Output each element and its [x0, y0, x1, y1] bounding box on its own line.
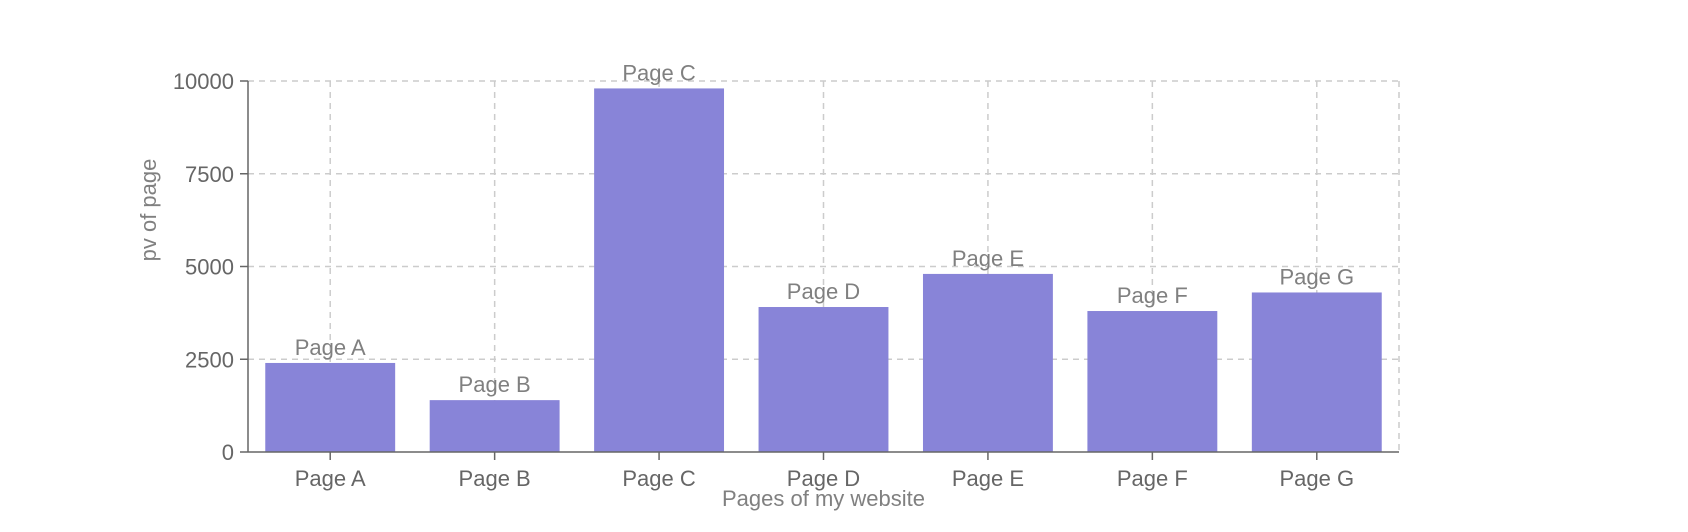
- bar[interactable]: [922, 273, 1053, 452]
- bars: [265, 88, 1382, 453]
- x-tick-label: Page C: [622, 466, 695, 491]
- y-tick-label: 5000: [185, 255, 234, 280]
- bar-data-label: Page C: [622, 60, 695, 85]
- x-tick-label: Page G: [1279, 466, 1354, 491]
- y-axis-title: pv of page: [136, 159, 161, 262]
- bar-data-label: Page D: [787, 279, 860, 304]
- y-tick-label: 0: [222, 440, 234, 465]
- tick-labels: 0 2500 5000 7500 10000 Page A Page B Page C Page…: [173, 69, 1354, 491]
- x-tick-label: Page E: [952, 466, 1024, 491]
- bar[interactable]: [1087, 311, 1218, 452]
- bar-data-label: Page G: [1279, 264, 1354, 289]
- bar[interactable]: [594, 88, 725, 453]
- y-tick-label: 10000: [173, 69, 234, 94]
- bar-data-label: Page F: [1117, 283, 1188, 308]
- axes: [240, 80, 1399, 460]
- bar-data-label: Page B: [459, 372, 531, 397]
- x-tick-label: Page F: [1117, 466, 1188, 491]
- bar[interactable]: [265, 362, 396, 452]
- bar-data-label: Page A: [295, 335, 366, 360]
- bar[interactable]: [429, 400, 560, 452]
- bar-labels: Page A Page B Page C Page D Page E Page F Page…: [295, 60, 1354, 397]
- x-tick-label: Page B: [459, 466, 531, 491]
- bar[interactable]: [758, 307, 889, 452]
- bar-data-label: Page E: [952, 246, 1024, 271]
- x-axis-title: Pages of my website: [722, 486, 925, 511]
- x-tick-label: Page A: [295, 466, 366, 491]
- bar[interactable]: [1251, 292, 1382, 452]
- y-tick-label: 2500: [185, 347, 234, 372]
- x-tick-label: Page D: [787, 466, 860, 491]
- y-tick-label: 7500: [185, 162, 234, 187]
